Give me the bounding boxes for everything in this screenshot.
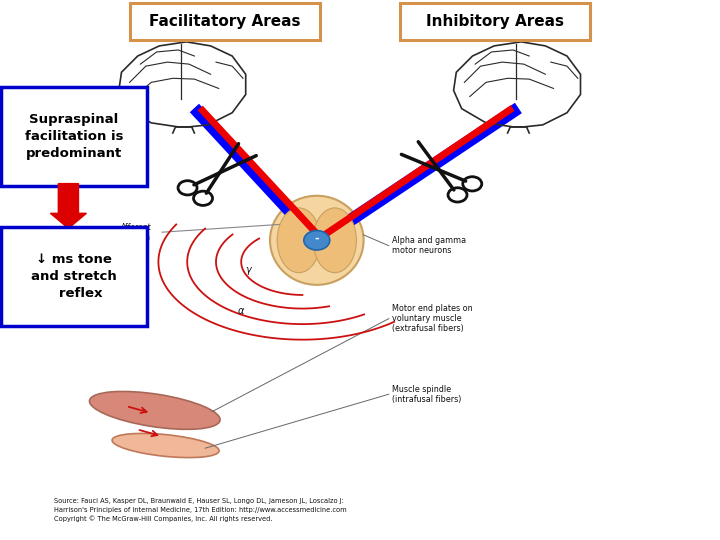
Circle shape <box>304 231 330 250</box>
FancyBboxPatch shape <box>130 3 320 40</box>
Ellipse shape <box>313 208 356 273</box>
Text: Source: Fauci AS, Kasper DL, Braunwald E, Hauser SL, Longo DL, Jameson JL, Losca: Source: Fauci AS, Kasper DL, Braunwald E… <box>54 498 346 522</box>
Text: Inhibitory Areas: Inhibitory Areas <box>426 14 564 29</box>
Ellipse shape <box>112 434 219 457</box>
FancyBboxPatch shape <box>400 3 590 40</box>
Text: Afferent
neuron: Afferent neuron <box>122 222 152 242</box>
Text: Muscle spindle
(intrafusal fibers): Muscle spindle (intrafusal fibers) <box>392 384 462 404</box>
Text: Facilitatory Areas: Facilitatory Areas <box>149 14 301 29</box>
Ellipse shape <box>270 195 364 285</box>
Text: γ: γ <box>246 265 251 275</box>
Ellipse shape <box>89 392 220 429</box>
Text: Alpha and gamma
motor neurons: Alpha and gamma motor neurons <box>392 236 467 255</box>
FancyArrow shape <box>50 184 86 228</box>
FancyBboxPatch shape <box>1 87 147 186</box>
Text: Supraspinal
facilitation is
predominant: Supraspinal facilitation is predominant <box>24 113 123 160</box>
FancyBboxPatch shape <box>1 227 147 326</box>
Ellipse shape <box>277 208 320 273</box>
Text: -: - <box>315 234 319 244</box>
Text: Motor end plates on
voluntary muscle
(extrafusal fibers): Motor end plates on voluntary muscle (ex… <box>392 303 473 334</box>
Text: α: α <box>238 306 244 315</box>
Text: ↓ ms tone
and stretch
   reflex: ↓ ms tone and stretch reflex <box>31 253 117 300</box>
